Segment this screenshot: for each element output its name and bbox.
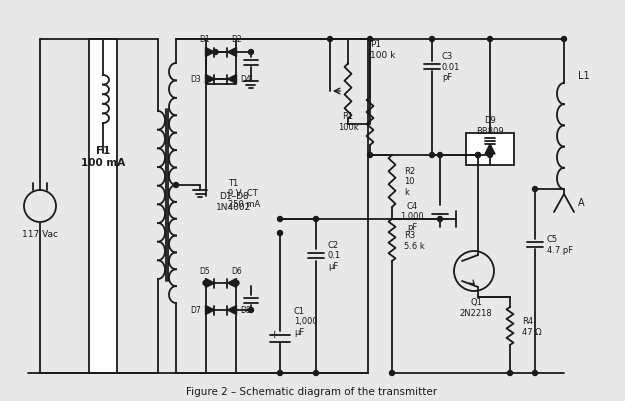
Polygon shape bbox=[228, 279, 236, 288]
Circle shape bbox=[314, 217, 319, 222]
Polygon shape bbox=[206, 306, 214, 315]
Text: L1: L1 bbox=[578, 71, 589, 81]
Circle shape bbox=[476, 153, 481, 158]
Circle shape bbox=[278, 217, 282, 222]
Circle shape bbox=[368, 153, 372, 158]
Text: P1
100 k: P1 100 k bbox=[370, 40, 396, 60]
Text: D9
BB809: D9 BB809 bbox=[476, 116, 504, 136]
Text: +: + bbox=[269, 329, 279, 339]
Text: R4
47 Ω: R4 47 Ω bbox=[522, 316, 542, 336]
Circle shape bbox=[438, 217, 442, 222]
Circle shape bbox=[249, 51, 254, 55]
Text: C4
1,000
pF: C4 1,000 pF bbox=[400, 202, 424, 231]
Circle shape bbox=[368, 37, 372, 43]
Circle shape bbox=[174, 183, 179, 188]
Text: Q1
2N2218: Q1 2N2218 bbox=[459, 298, 492, 317]
Circle shape bbox=[561, 37, 566, 43]
Text: C5
4.7 pF: C5 4.7 pF bbox=[547, 235, 573, 254]
Polygon shape bbox=[228, 306, 236, 315]
Circle shape bbox=[429, 37, 434, 43]
Circle shape bbox=[234, 281, 239, 286]
Circle shape bbox=[429, 153, 434, 158]
Text: C1
1,000
μF: C1 1,000 μF bbox=[294, 306, 318, 336]
Text: Figure 2 – Schematic diagram of the transmitter: Figure 2 – Schematic diagram of the tran… bbox=[186, 386, 438, 396]
Text: D6: D6 bbox=[232, 266, 242, 275]
Text: D1–D8
1N4002: D1–D8 1N4002 bbox=[216, 192, 252, 211]
Circle shape bbox=[249, 308, 254, 313]
Polygon shape bbox=[206, 49, 214, 57]
Circle shape bbox=[278, 371, 282, 376]
Circle shape bbox=[213, 51, 218, 55]
Circle shape bbox=[328, 37, 332, 43]
Polygon shape bbox=[485, 145, 495, 155]
Polygon shape bbox=[206, 75, 214, 84]
Text: C2
0.1
μF: C2 0.1 μF bbox=[328, 241, 341, 270]
Bar bbox=[466, 134, 514, 166]
Text: R1
100k: R1 100k bbox=[338, 112, 358, 132]
Text: C3
0.01
pF: C3 0.01 pF bbox=[442, 52, 461, 82]
Text: D5: D5 bbox=[199, 266, 211, 275]
Text: D1: D1 bbox=[200, 35, 210, 45]
Circle shape bbox=[278, 231, 282, 236]
Polygon shape bbox=[206, 279, 214, 288]
Text: R3
5.6 k: R3 5.6 k bbox=[404, 231, 425, 250]
Text: D2: D2 bbox=[232, 35, 242, 45]
Circle shape bbox=[532, 187, 538, 192]
Text: 117 Vac: 117 Vac bbox=[22, 230, 58, 239]
Text: F1
100 mA: F1 100 mA bbox=[81, 146, 125, 167]
Text: R2
10
k: R2 10 k bbox=[404, 167, 415, 196]
Bar bbox=[89, 40, 117, 373]
Circle shape bbox=[476, 153, 481, 158]
Text: A: A bbox=[578, 198, 584, 207]
Circle shape bbox=[532, 371, 538, 376]
Circle shape bbox=[488, 37, 492, 43]
Text: D3: D3 bbox=[191, 75, 201, 84]
Circle shape bbox=[488, 153, 492, 158]
Text: D7: D7 bbox=[191, 306, 201, 315]
Text: D4: D4 bbox=[241, 75, 251, 84]
Polygon shape bbox=[228, 49, 236, 57]
Circle shape bbox=[508, 371, 512, 376]
Text: T1
9 V, CT
250 mA: T1 9 V, CT 250 mA bbox=[228, 179, 260, 209]
Text: D8: D8 bbox=[241, 306, 251, 315]
Circle shape bbox=[203, 281, 208, 286]
Circle shape bbox=[314, 371, 319, 376]
Circle shape bbox=[438, 153, 442, 158]
Polygon shape bbox=[228, 75, 236, 84]
Circle shape bbox=[389, 371, 394, 376]
